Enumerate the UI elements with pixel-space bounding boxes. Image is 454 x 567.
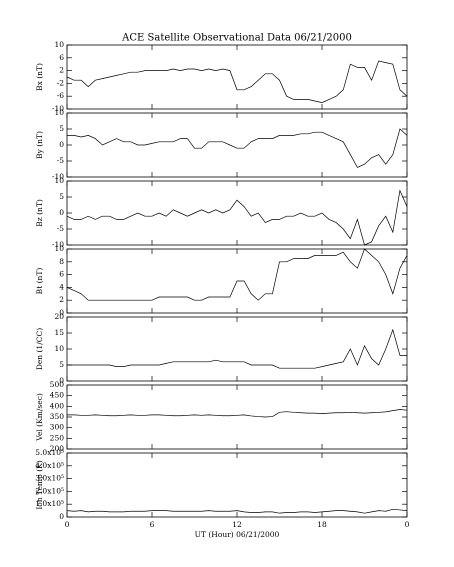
y-axis-label: By (nT)	[35, 131, 44, 159]
y-tick-label: -5	[57, 156, 65, 165]
y-tick-label: 10	[54, 108, 64, 117]
x-tick-label: 18	[317, 520, 327, 529]
y-tick-label: 3.0x10⁵	[35, 474, 64, 483]
y-tick-label: 8	[59, 257, 64, 266]
y-axis-label: Vel (Km/sec)	[35, 393, 44, 442]
chart-title: ACE Satellite Observational Data 06/21/2…	[121, 33, 352, 44]
y-tick-label: 5.0x10⁵	[35, 448, 64, 457]
y-tick-label: 10	[54, 40, 64, 49]
data-line	[66, 60, 408, 103]
y-tick-label: 2	[59, 66, 64, 75]
data-line	[67, 128, 408, 168]
panel-frame	[66, 384, 408, 450]
y-axis-label: Den (1/CC)	[35, 328, 44, 370]
y-tick-label: 200	[50, 444, 65, 453]
y-axis-label: Ion Temp (K)	[35, 460, 44, 509]
y-tick-label: 10	[54, 176, 64, 185]
y-tick-label: -6	[57, 91, 65, 100]
y-tick-label: 2.0x10⁵	[35, 486, 64, 495]
y-tick-label: 5	[59, 360, 64, 369]
x-tick-label: 0	[405, 520, 410, 529]
y-tick-label: -10	[52, 172, 64, 181]
panel-frame	[66, 44, 408, 110]
y-tick-label: 6	[59, 53, 64, 62]
y-tick-label: 20	[54, 312, 64, 321]
y-tick-label: 15	[54, 328, 64, 337]
y-tick-label: 250	[50, 433, 65, 442]
y-tick-label: 350	[50, 412, 65, 421]
data-line	[66, 189, 408, 246]
y-tick-label: 6	[59, 270, 64, 279]
y-tick-label: -5	[57, 224, 65, 233]
y-tick-label: 5	[59, 124, 64, 133]
x-tick-label: 0	[65, 520, 70, 529]
y-axis-label: Bt (nT)	[35, 268, 44, 295]
y-tick-label: 10	[54, 244, 64, 253]
panel-frame	[66, 316, 408, 382]
x-tick-label: 12	[232, 520, 242, 529]
y-tick-label: 4	[59, 282, 64, 291]
data-line	[67, 409, 408, 418]
y-axis-label: Bz (nT)	[35, 199, 44, 227]
panel-frame	[66, 112, 408, 178]
y-tick-label: 4.0x10⁵	[35, 461, 64, 470]
y-tick-label: 0	[59, 376, 64, 385]
panel-frame	[66, 452, 408, 518]
y-tick-label: 5	[59, 192, 64, 201]
data-line	[67, 328, 407, 369]
panel-frame	[66, 180, 408, 246]
y-tick-label: 0	[59, 208, 64, 217]
x-tick-label: 6	[150, 520, 155, 529]
data-line	[66, 248, 408, 301]
y-tick-label: 0	[59, 512, 64, 521]
y-tick-label: 0	[59, 140, 64, 149]
y-tick-label: -10	[52, 104, 64, 113]
x-axis-label: UT (Hour) 06/21/2000	[195, 530, 280, 539]
y-tick-label: 0	[59, 308, 64, 317]
y-tick-label: 2	[59, 295, 64, 304]
y-tick-label: 1.0x10⁵	[35, 499, 64, 508]
data-line	[66, 508, 408, 514]
y-tick-label: -10	[52, 240, 64, 249]
y-tick-label: 300	[50, 423, 65, 432]
y-tick-label: 10	[54, 344, 64, 353]
y-tick-label: 400	[50, 401, 65, 410]
y-axis-label: Bx (nT)	[35, 63, 44, 91]
y-tick-label: -2	[57, 78, 65, 87]
y-tick-label: 500	[50, 380, 65, 389]
y-tick-label: 450	[50, 391, 65, 400]
